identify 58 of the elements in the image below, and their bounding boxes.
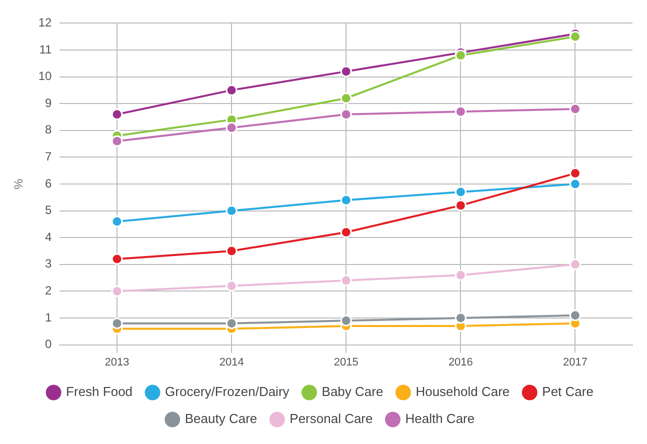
point [226,122,238,134]
point [111,216,123,228]
legend-label: Household Care [416,384,510,400]
x-tick-label: 2015 [334,356,358,368]
y-tick-label: 11 [39,42,52,56]
y-tick-label: 5 [45,203,52,218]
point [340,194,352,206]
legend-label: Health Care [405,411,475,426]
y-tick-label: 10 [38,69,52,84]
y-tick-label: 4 [45,230,52,244]
point [111,108,123,120]
point [226,318,238,330]
point [111,318,123,330]
point [340,274,352,286]
legend-label: Personal Care [290,411,373,426]
point [454,269,466,281]
legend-label: Baby Care [322,384,384,400]
point [569,310,581,322]
point [340,92,352,104]
legend-label: Pet Care [542,384,594,400]
point [226,84,238,96]
y-tick-label: 3 [45,256,52,271]
point [111,285,123,297]
point [569,168,581,180]
point [454,200,466,212]
legend-label: Grocery/Frozen/Dairy [165,384,290,400]
point [454,312,466,324]
y-tick-label: 1 [45,310,52,324]
y-tick-label: 9 [45,96,52,110]
point [454,106,466,118]
point [569,103,581,115]
y-tick-label: 0 [45,337,52,352]
point [569,30,581,42]
x-tick-label: 2013 [104,356,130,368]
x-tick-label: 2014 [219,356,244,368]
point [569,258,581,270]
y-tick-label: 6 [45,176,52,190]
point [569,178,581,190]
point [226,205,238,217]
y-tick-label: 8 [45,122,52,137]
y-tick-label: 2 [45,284,52,298]
point [111,135,123,147]
y-tick-label: 12 [38,16,52,30]
point [340,314,352,326]
x-tick-label: 2016 [448,356,473,368]
point [340,226,352,238]
legend-label: Fresh Food [66,384,133,400]
point [454,186,466,198]
x-tick-label: 2017 [562,356,588,368]
point [226,245,238,257]
point [340,66,352,78]
y-axis-title: % [12,178,26,190]
y-tick-label: 7 [45,150,52,164]
legend-label: Beauty Care [184,411,258,426]
point [340,108,352,120]
point [226,280,238,292]
point [111,253,123,265]
point [454,50,466,62]
